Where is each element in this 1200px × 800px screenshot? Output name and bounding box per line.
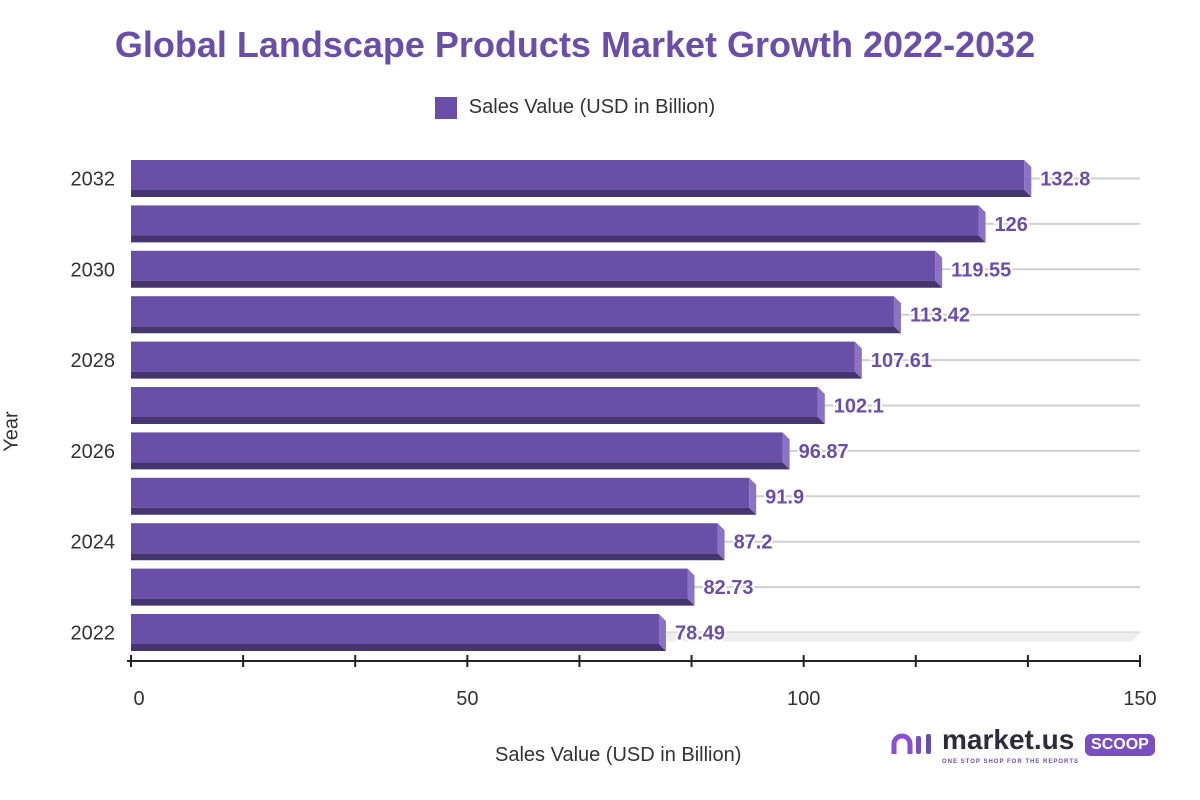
bar [131,250,936,281]
x-tick-label: 100 [787,688,820,710]
bar [131,432,783,463]
data-label: 96.87 [799,441,849,463]
bar-bottom-face [131,644,666,651]
y-tick-label: 2030 [71,259,116,281]
bar-side-face [817,387,825,424]
bar-side-face [854,341,862,379]
bar [131,296,894,327]
bar-bottom-face [131,280,943,288]
y-tick-label: 2022 [71,623,116,645]
x-tick-label: 50 [456,688,478,710]
y-tick-label: 2024 [71,532,116,554]
x-tick-label: 150 [1123,688,1156,710]
bar [131,614,659,644]
bar [131,477,750,508]
bar-bottom-face [131,371,862,379]
bar-side-face [717,523,725,561]
bar-side-face [1024,160,1032,197]
y-tick-label: 2028 [71,350,116,372]
market-us-logo: market.us ONE STOP SHOP FOR THE REPORTS S… [890,724,1155,766]
bar [131,387,818,417]
bar [131,160,1025,190]
data-label: 132.8 [1040,169,1090,191]
bar-bottom-face [131,553,725,561]
data-label: 126 [995,214,1028,236]
bar-bottom-face [131,462,790,470]
logo-mark-icon [891,733,931,754]
bar-bottom-face [131,417,825,424]
x-tick-label: 0 [133,688,144,710]
data-label: 102.1 [834,396,884,418]
bar-bottom-face [131,507,757,515]
bar-bottom-face [131,598,695,606]
bar-side-face [935,250,943,288]
data-label: 82.73 [703,577,753,599]
legend: Sales Value (USD in Billion) [0,96,1150,119]
bar-bottom-face [131,235,986,243]
chart-title: Global Landscape Products Market Growth … [114,24,1036,65]
y-tick-label: 2032 [71,169,116,191]
bar-bottom-face [131,326,901,334]
logo-tagline: ONE STOP SHOP FOR THE REPORTS [942,759,1080,765]
bar [131,568,688,599]
data-label: 87.2 [734,532,773,554]
data-label: 113.42 [910,305,970,327]
y-tick-label: 2026 [71,441,116,463]
bar-side-face [978,205,986,243]
bar-side-face [687,568,695,606]
data-label: 107.61 [871,350,932,372]
bar [131,205,979,236]
logo-name: market.us [942,724,1075,755]
bar-bottom-face [131,190,1032,197]
legend-swatch [434,96,457,119]
data-label: 119.55 [951,259,1011,281]
bar [131,523,718,554]
legend-label: Sales Value (USD in Billion) [468,96,716,118]
bar-side-face [782,432,790,470]
x-axis-label: Sales Value (USD in Billion) [495,744,742,766]
bar-side-face [658,614,666,651]
bar-side-face [749,477,757,515]
logo-badge: SCOOP [1085,734,1155,756]
data-label: 91.9 [765,486,804,508]
data-label: 78.49 [675,623,725,645]
bar-side-face [893,296,901,334]
bar [131,341,855,372]
